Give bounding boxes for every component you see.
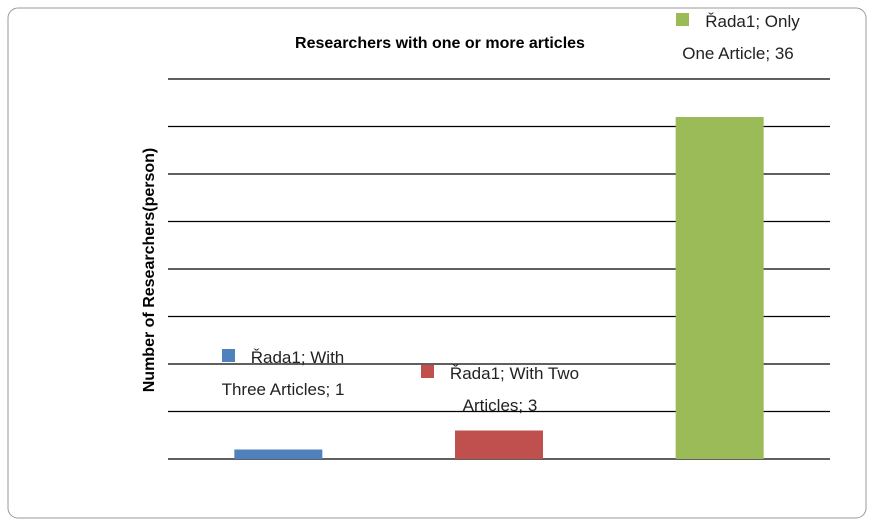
- data-label: Řada1; With Three Articles; 1: [198, 342, 368, 406]
- chart-title: Researchers with one or more articles: [295, 35, 585, 52]
- label-marker: [221, 349, 235, 362]
- data-label-text: Řada1; With Two Articles; 3: [449, 364, 580, 415]
- bar: [234, 449, 323, 459]
- bar: [455, 430, 543, 459]
- bar: [675, 117, 764, 459]
- data-label: Řada1; Only One Article; 36: [663, 6, 813, 70]
- label-marker: [420, 365, 434, 378]
- data-label-text: Řada1; Only One Article; 36: [682, 12, 800, 63]
- label-marker: [676, 13, 690, 26]
- y-axis-label: Number of Researchers(person): [141, 148, 158, 393]
- data-label-text: Řada1; With Three Articles; 1: [221, 348, 345, 399]
- frame: [7, 7, 867, 519]
- data-label: Řada1; With Two Articles; 3: [413, 358, 588, 422]
